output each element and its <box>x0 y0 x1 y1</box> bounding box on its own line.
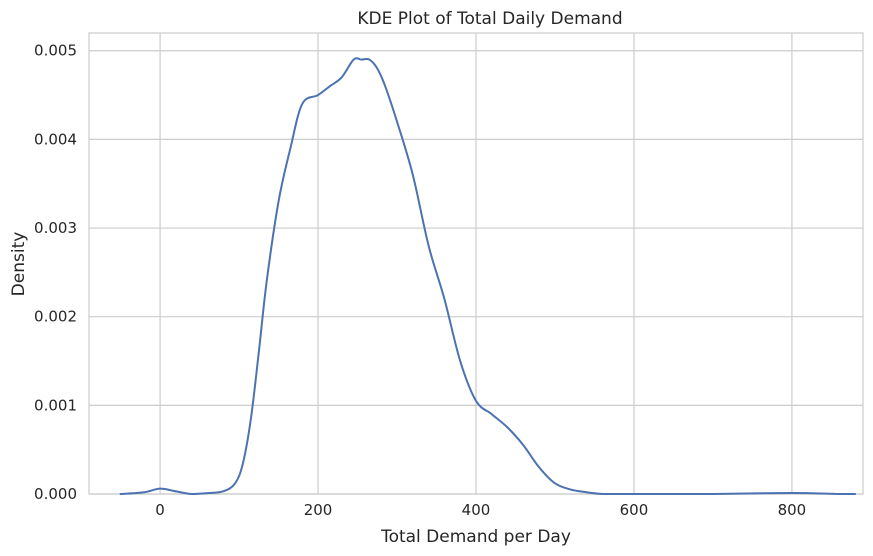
y-axis-label: Density <box>9 232 29 297</box>
y-tick-labels: 0.000 0.001 0.002 0.003 0.004 0.005 <box>34 42 77 503</box>
x-tick-labels: 0 200 400 600 800 <box>155 501 806 519</box>
x-tick-label: 800 <box>778 501 807 519</box>
y-tick-label: 0.005 <box>34 42 77 60</box>
y-tick-label: 0.000 <box>34 485 77 503</box>
x-tick-label: 0 <box>155 501 165 519</box>
y-tick-label: 0.002 <box>34 308 77 326</box>
y-tick-label: 0.001 <box>34 396 77 414</box>
x-tick-label: 400 <box>462 501 491 519</box>
y-tick-label: 0.003 <box>34 219 77 237</box>
chart-title: KDE Plot of Total Daily Demand <box>357 9 622 29</box>
x-gridlines <box>159 33 793 494</box>
x-tick-label: 200 <box>304 501 333 519</box>
kde-density-line <box>119 57 857 496</box>
y-tick-label: 0.004 <box>34 130 77 148</box>
x-tick-label: 600 <box>620 501 649 519</box>
plot-frame <box>88 32 864 495</box>
x-axis-label: Total Demand per Day <box>380 527 571 547</box>
